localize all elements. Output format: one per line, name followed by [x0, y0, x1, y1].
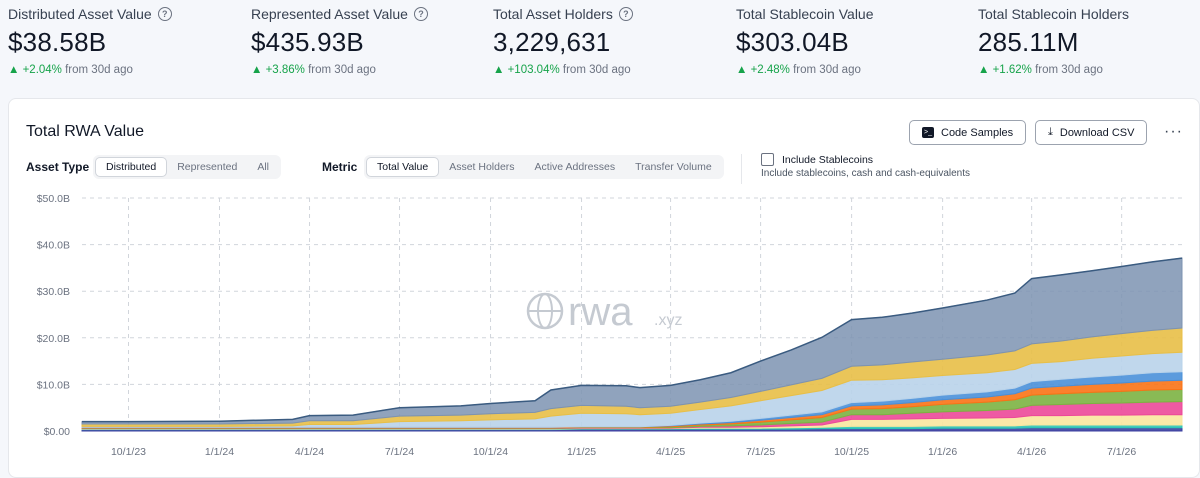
stat-change: ▲ +2.04% from 30d ago: [8, 64, 133, 76]
x-tick-label: 4/1/26: [1017, 446, 1046, 458]
asset-type-label: Asset Type: [26, 160, 90, 174]
x-tick-label: 1/1/24: [205, 446, 234, 458]
x-tick-label: 7/1/24: [385, 446, 414, 458]
x-tick-label: 10/1/23: [111, 446, 146, 458]
metric-total-value[interactable]: Total Value: [366, 157, 440, 177]
stat-distributed-asset-value: Distributed Asset Value? $38.58B ▲ +2.04…: [8, 6, 172, 76]
stats-row: Distributed Asset Value? $38.58B ▲ +2.04…: [0, 0, 1200, 98]
stat-change: ▲ +3.86% from 30d ago: [251, 64, 376, 76]
rwa-value-chart: rwa .xyz 10/1/23 1/1/24 4/1/24 7/1/24 10/1/2…: [37, 193, 1183, 458]
download-csv-button[interactable]: ⤓ Download CSV: [1035, 120, 1148, 145]
asset-type-distributed[interactable]: Distributed: [95, 157, 168, 177]
code-samples-button[interactable]: >_ Code Samples: [909, 120, 1027, 145]
help-icon[interactable]: ?: [157, 7, 172, 21]
trend-up-icon: ▲: [493, 64, 508, 76]
metric-asset-holders[interactable]: Asset Holders: [449, 161, 515, 173]
metric-label: Metric: [322, 160, 358, 174]
y-tick-label: $10.0B: [37, 379, 70, 391]
x-tick-label: 1/1/26: [928, 446, 957, 458]
rwa-watermark: rwa .xyz: [526, 290, 682, 334]
trend-up-icon: ▲: [978, 64, 993, 76]
trend-up-icon: ▲: [8, 64, 23, 76]
more-options-icon[interactable]: ···: [1164, 123, 1183, 140]
stat-value: $38.58B: [8, 27, 107, 57]
stat-change: ▲ +1.62% from 30d ago: [978, 64, 1103, 76]
help-icon[interactable]: ?: [413, 7, 428, 21]
include-stablecoins-checkbox[interactable]: [761, 153, 774, 166]
stat-change: ▲ +103.04% from 30d ago: [493, 64, 631, 76]
metric-toggle: Total Value Asset Holders Active Address…: [364, 155, 724, 179]
include-stablecoins-description: Include stablecoins, cash and cash-equiv…: [761, 168, 971, 179]
y-tick-label: $20.0B: [37, 333, 70, 345]
x-tick-label: 10/1/24: [473, 446, 508, 458]
metric-transfer-volume[interactable]: Transfer Volume: [635, 161, 712, 173]
stat-total-stablecoin-value: Total Stablecoin Value $303.04B ▲ +2.48%…: [736, 6, 874, 76]
x-tick-label: 1/1/25: [567, 446, 596, 458]
stat-label: Distributed Asset Value: [8, 6, 152, 22]
watermark-text: rwa: [568, 290, 633, 334]
metric-active-addresses[interactable]: Active Addresses: [534, 161, 616, 173]
asset-type-represented[interactable]: Represented: [177, 161, 238, 173]
stat-change: ▲ +2.48% from 30d ago: [736, 64, 861, 76]
asset-type-all[interactable]: All: [257, 161, 269, 173]
stat-value: 3,229,631: [493, 27, 611, 57]
x-axis-ticks: 10/1/23 1/1/24 4/1/24 7/1/24 10/1/24 1/1/25 4/…: [111, 446, 1136, 458]
y-tick-label: $0.00: [44, 426, 70, 438]
trend-up-icon: ▲: [736, 64, 751, 76]
y-tick-label: $40.0B: [37, 240, 70, 252]
x-tick-label: 10/1/25: [834, 446, 869, 458]
watermark-suffix: .xyz: [654, 312, 682, 329]
stat-represented-asset-value: Represented Asset Value? $435.93B ▲ +3.8…: [251, 6, 428, 76]
stat-label: Total Stablecoin Holders: [978, 6, 1129, 22]
y-axis-ticks: $0.00 $10.0B $20.0B $30.0B $40.0B $50.0B: [37, 193, 70, 438]
download-icon: ⤓: [1048, 126, 1053, 138]
divider: [741, 154, 742, 184]
include-stablecoins-label[interactable]: Include Stablecoins: [782, 154, 874, 166]
y-tick-label: $30.0B: [37, 286, 70, 298]
asset-type-toggle: Distributed Represented All: [93, 155, 281, 179]
stat-total-asset-holders: Total Asset Holders? 3,229,631 ▲ +103.04…: [493, 6, 633, 76]
total-value-line: [82, 257, 1183, 423]
terminal-icon: >_: [922, 127, 934, 138]
card-title: Total RWA Value: [26, 123, 144, 140]
stat-label: Total Asset Holders: [493, 6, 613, 22]
x-tick-label: 4/1/25: [656, 446, 685, 458]
stat-label: Represented Asset Value: [251, 6, 408, 22]
chart-areas: [81, 257, 1183, 432]
stat-label: Total Stablecoin Value: [736, 6, 874, 22]
x-tick-label: 4/1/24: [295, 446, 324, 458]
stat-value: $303.04B: [736, 27, 849, 57]
trend-up-icon: ▲: [251, 64, 266, 76]
y-tick-label: $50.0B: [37, 193, 70, 205]
x-tick-label: 7/1/25: [746, 446, 775, 458]
x-tick-label: 7/1/26: [1107, 446, 1136, 458]
stat-total-stablecoin-holders: Total Stablecoin Holders 285.11M ▲ +1.62…: [978, 6, 1129, 76]
stat-value: $435.93B: [251, 27, 364, 57]
help-icon[interactable]: ?: [618, 7, 633, 21]
stat-value: 285.11M: [978, 27, 1079, 57]
